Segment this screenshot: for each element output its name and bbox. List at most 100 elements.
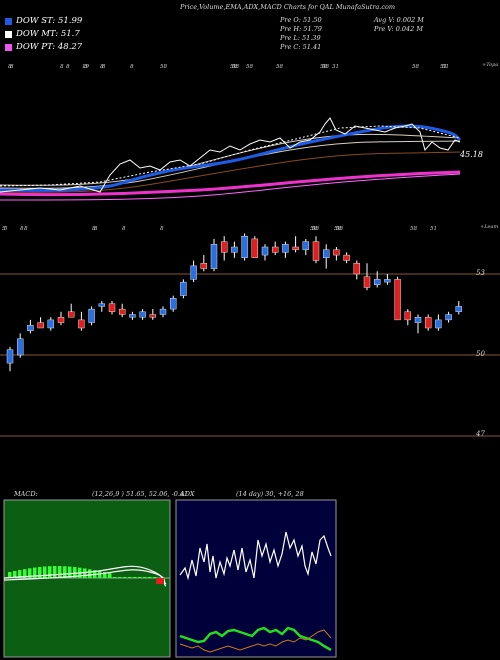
candle: [261, 244, 269, 261]
candle: [272, 241, 279, 256]
candle: [312, 236, 320, 264]
candle-body: [394, 279, 401, 321]
candle: [435, 314, 442, 331]
macd-histogram-bar: [128, 577, 132, 578]
macd-histogram-bar: [23, 569, 27, 578]
candle-body: [210, 244, 218, 269]
candle-body: [149, 314, 157, 318]
candle-body: [312, 241, 320, 261]
candle: [149, 309, 157, 320]
candle: [394, 276, 401, 321]
candle: [333, 247, 340, 261]
candle-body: [333, 249, 340, 256]
candle: [108, 301, 116, 315]
candle: [302, 238, 309, 256]
candle-corner-label: +Leam: [480, 224, 499, 230]
candle-body: [282, 244, 289, 253]
macd-histogram-bar: [28, 568, 32, 578]
candle: [159, 306, 167, 318]
candle-body: [302, 241, 309, 250]
legend-swatch-st: [5, 18, 12, 25]
price-level-lines: [0, 273, 500, 437]
tick-label: 58: [320, 64, 327, 70]
ema-brown-line: [0, 151, 461, 193]
adx-params: (14 day) 30, +16, 28: [236, 490, 304, 498]
macd-histogram-bar: [8, 572, 12, 578]
tick-label: 8: [66, 64, 70, 70]
macd-histogram-bar: [123, 577, 127, 578]
candle-body: [404, 311, 411, 321]
candle-body: [27, 325, 34, 331]
tick-label: 58: [410, 226, 417, 232]
candle-body: [67, 311, 75, 318]
candle: [190, 260, 197, 283]
minus-di-line: [179, 629, 332, 653]
tick-label: 8: [24, 226, 28, 232]
candle-body: [323, 249, 330, 258]
candle: [282, 241, 289, 258]
candle-body: [17, 338, 24, 356]
macd-histogram-bar: [83, 568, 87, 578]
candle-body: [363, 276, 371, 288]
stat-pre-open: Pre O: 51.50: [280, 16, 322, 24]
candle: [47, 317, 54, 331]
candle-body: [272, 246, 279, 253]
candle-body: [414, 317, 422, 323]
tick-label: 8: [130, 64, 134, 70]
tick-label: 8: [94, 226, 98, 232]
candle-body: [6, 349, 14, 364]
macd-title: MACD:: [14, 490, 38, 498]
tick-label: 8: [102, 64, 106, 70]
tick-label: 58: [336, 226, 343, 232]
ema-last-value: 45.18: [460, 150, 483, 159]
tick-label: 31: [332, 64, 339, 70]
tick-label: 58: [322, 64, 329, 70]
macd-histogram-bar: [118, 577, 122, 578]
candle-body: [384, 279, 391, 283]
price-level-47: 47: [476, 430, 485, 438]
candle: [251, 236, 259, 258]
candle: [88, 306, 95, 326]
macd-panel: [3, 499, 171, 658]
candle: [455, 301, 462, 315]
stat-pre-low: Pre L: 51.39: [280, 34, 321, 42]
tick-label: 51: [442, 64, 449, 70]
candle: [200, 255, 208, 272]
candle: [129, 311, 136, 320]
candle-body: [108, 303, 116, 313]
macd-histogram-bar: [43, 566, 47, 578]
macd-histogram-bar: [13, 571, 17, 578]
ema-mid-line: [0, 140, 461, 189]
adx-panel: [175, 499, 337, 658]
tick-label: 8: [100, 64, 104, 70]
candle: [353, 260, 360, 280]
candle: [57, 311, 65, 326]
macd-histogram-bar: [33, 567, 37, 578]
candle: [210, 238, 218, 272]
macd-histogram-bar: [88, 569, 92, 578]
candle-body: [200, 263, 208, 269]
tick-label: 58: [412, 64, 419, 70]
candle-body: [435, 319, 442, 329]
candle: [363, 263, 371, 291]
candle: [404, 309, 411, 326]
macd-histogram-bar: [73, 567, 77, 578]
candle: [231, 241, 238, 258]
tick-label: 58: [246, 64, 253, 70]
candle-body: [98, 303, 106, 307]
candle: [67, 303, 75, 318]
ema-corner-label: +Topa: [482, 62, 499, 68]
chart-title: Price,Volume,EMA,ADX,MACD Charts for QAL…: [180, 3, 396, 11]
candle: [343, 252, 350, 264]
tick-label: 8: [10, 64, 14, 70]
macd-histogram-bar: [53, 566, 57, 578]
candle-body: [180, 281, 187, 296]
candle-body: [118, 308, 126, 315]
candle: [445, 311, 452, 323]
ema-short-line: [0, 124, 462, 192]
tick-label: 51: [430, 226, 437, 232]
ema-dotted-line: [0, 125, 461, 187]
macd-histogram-bar: [48, 566, 52, 578]
